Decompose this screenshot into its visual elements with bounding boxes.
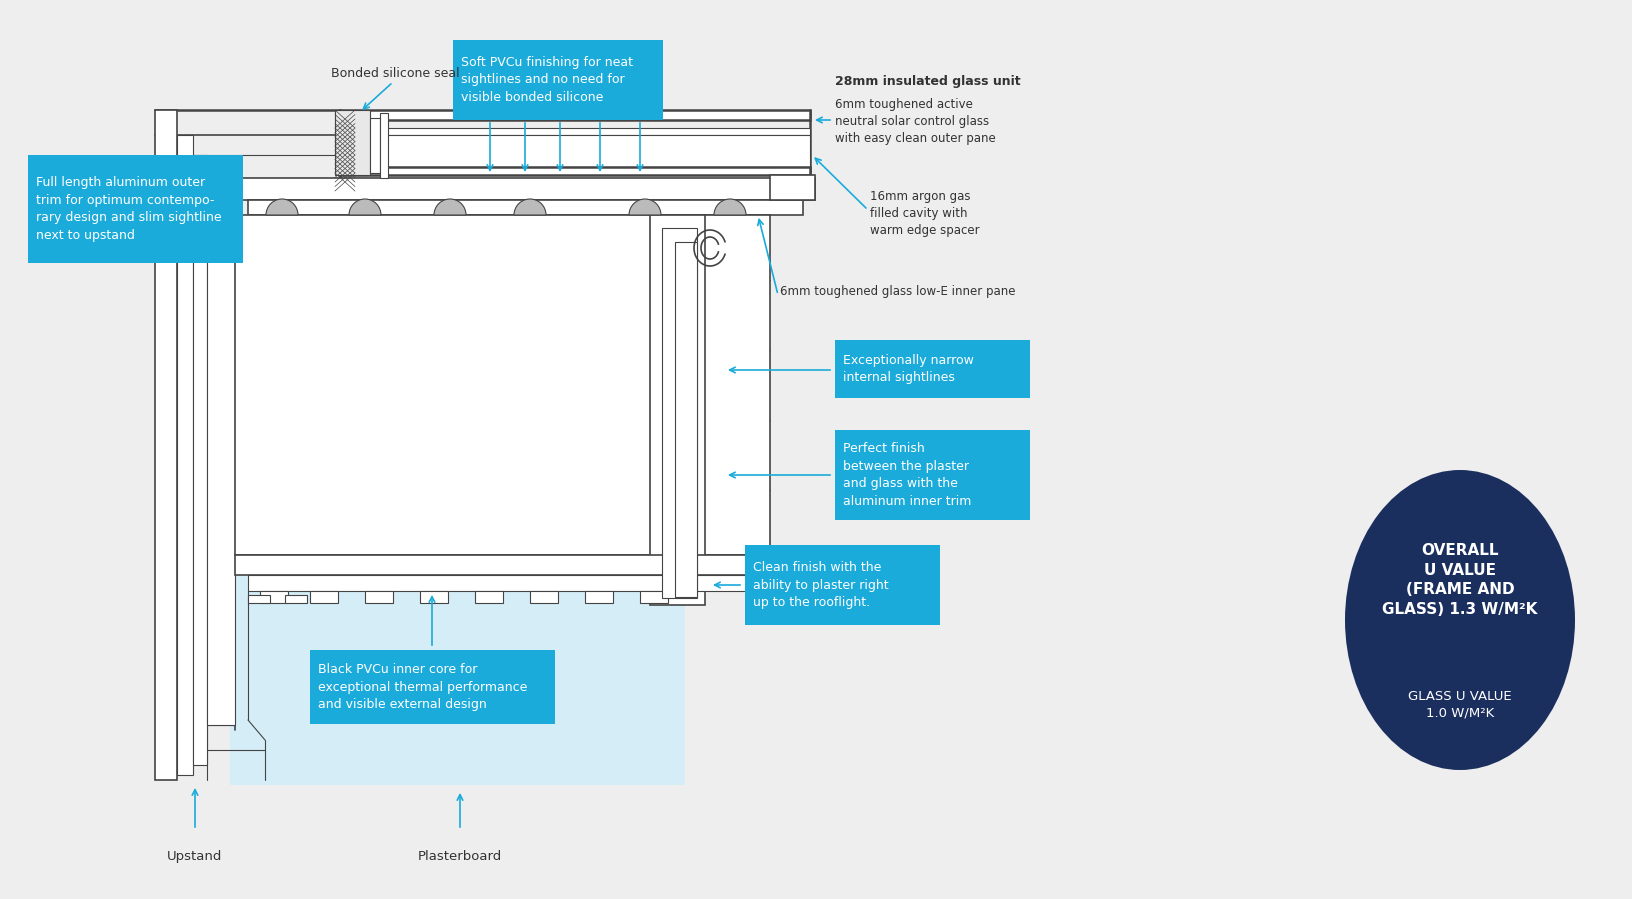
Bar [744,545,940,625]
Bar [235,555,770,575]
Bar [475,591,503,603]
Bar [235,178,814,200]
Bar [155,110,176,780]
Bar [690,555,720,590]
Text: Exceptionally narrow
internal sightlines: Exceptionally narrow internal sightlines [844,353,974,384]
Text: 16mm argon gas
filled cavity with
warm edge spacer: 16mm argon gas filled cavity with warm e… [870,190,979,237]
Text: Black PVCu inner core for
exceptional thermal performance
and visible external d: Black PVCu inner core for exceptional th… [318,663,527,711]
Bar [207,175,235,725]
Bar [193,155,207,765]
Text: Perfect finish
between the plaster
and glass with the
aluminum inner trim: Perfect finish between the plaster and g… [844,442,971,508]
Text: Plasterboard: Plasterboard [418,850,503,863]
Bar [370,118,380,173]
Bar [248,575,757,591]
Bar [339,167,809,175]
Bar [770,175,814,200]
Bar [663,569,697,583]
Bar [584,591,614,603]
Bar [28,155,243,263]
Wedge shape [715,199,746,215]
Bar [836,340,1030,398]
Bar [380,113,388,178]
Text: GLASS U VALUE
1.0 W/M²K: GLASS U VALUE 1.0 W/M²K [1408,690,1511,720]
Text: Clean finish with the
ability to plaster right
up to the rooflight.: Clean finish with the ability to plaster… [752,561,889,609]
Bar [454,40,663,120]
Bar [339,110,809,120]
Wedge shape [434,199,467,215]
Bar [248,200,803,215]
Bar [335,110,370,175]
Text: OVERALL
U VALUE
(FRAME AND
GLASS) 1.3 W/M²K: OVERALL U VALUE (FRAME AND GLASS) 1.3 W/… [1382,543,1537,618]
Bar [530,591,558,603]
Bar [650,557,705,569]
Text: 6mm toughened active
neutral solar control glass
with easy clean outer pane: 6mm toughened active neutral solar contr… [836,98,996,145]
Bar [230,555,685,785]
Text: 28mm insulated glass unit: 28mm insulated glass unit [836,75,1020,88]
Bar [339,128,809,135]
Bar [339,135,809,167]
Text: Upstand: Upstand [168,850,222,863]
Text: Full length aluminum outer
trim for optimum contempo-
rary design and slim sight: Full length aluminum outer trim for opti… [36,176,222,242]
Bar [640,591,667,603]
Bar [676,242,697,597]
Bar [366,591,393,603]
Bar [248,595,269,603]
Bar [663,228,697,598]
Bar [235,215,770,555]
Bar [419,591,449,603]
Ellipse shape [1345,470,1575,770]
Bar [176,135,193,775]
Wedge shape [266,199,299,215]
Bar [650,215,705,605]
Text: 6mm toughened glass low-E inner pane: 6mm toughened glass low-E inner pane [780,285,1015,298]
Bar [259,591,287,603]
Text: Soft PVCu finishing for neat
sightlines and no need for
visible bonded silicone: Soft PVCu finishing for neat sightlines … [460,56,633,104]
Text: Bonded silicone seal: Bonded silicone seal [331,67,459,80]
Bar [836,430,1030,520]
Wedge shape [349,199,380,215]
Bar [310,650,555,724]
Wedge shape [514,199,547,215]
Bar [676,560,697,580]
Bar [286,595,307,603]
Bar [310,591,338,603]
Wedge shape [628,199,661,215]
